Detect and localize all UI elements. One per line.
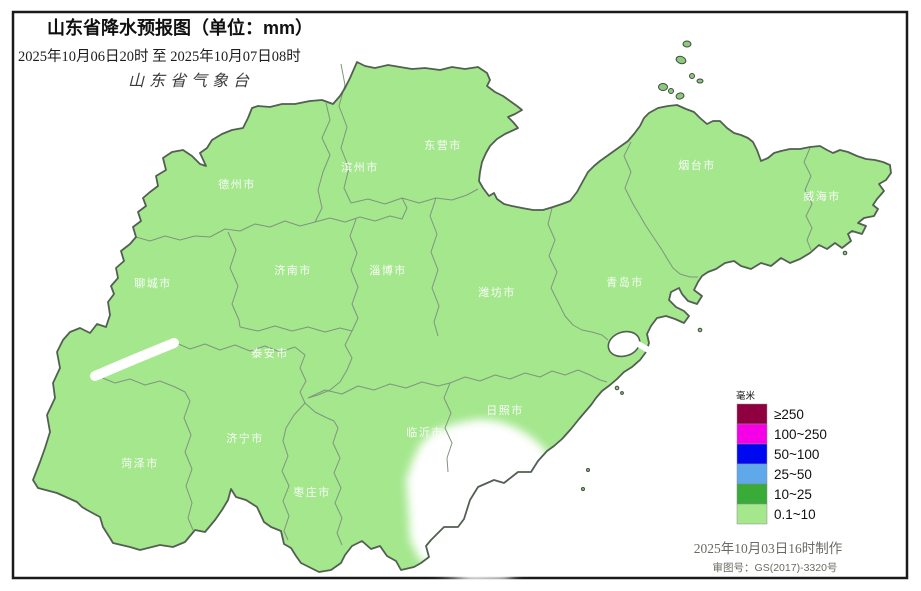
city-label-zaozhuang: 枣庄市 — [293, 485, 331, 499]
city-label-liaocheng: 聊城市 — [134, 276, 172, 290]
no-rain-area — [406, 419, 558, 582]
city-boundaries — [99, 63, 813, 546]
city-label-qingdao: 青岛市 — [606, 275, 644, 289]
legend-swatch-25-50 — [736, 463, 768, 485]
city-label-rizhao: 日照市 — [486, 403, 524, 417]
legend-swatch-100-250 — [736, 423, 768, 445]
jiaozhou-bay-mouth — [635, 341, 655, 355]
legend-label-100-250: 100~250 — [774, 427, 827, 442]
legend-label-50-100: 50~100 — [774, 447, 819, 462]
approval-number: 审图号：GS(2017)-3320号 — [713, 561, 838, 574]
city-labels: 德州市 滨州市 东营市 烟台市 威海市 聊城市 济南市 淄博市 潍坊市 青岛市 … — [121, 138, 841, 499]
city-label-taian: 泰安市 — [251, 346, 289, 360]
legend-swatch-50-100 — [736, 443, 768, 465]
legend-swatch-10-25 — [736, 483, 768, 505]
agency-signature: 山东省气象台 — [128, 71, 254, 90]
legend-label-ge250: ≥250 — [774, 407, 804, 422]
legend-label-01-10: 0.1~10 — [774, 507, 816, 522]
city-label-dezhou: 德州市 — [218, 177, 256, 191]
city-label-jinan: 济南市 — [274, 263, 312, 277]
legend-label-25-50: 25~50 — [774, 467, 812, 482]
city-label-yantai: 烟台市 — [678, 158, 716, 172]
city-label-jining: 济宁市 — [226, 431, 264, 445]
jiaozhou-bay — [607, 330, 641, 358]
map-footer: 2025年10月03日16时制作 审图号：GS(2017)-3320号 — [694, 541, 843, 574]
forecast-period: 2025年10月06日20时 至 2025年10月07日08时 — [18, 48, 301, 65]
city-label-heze: 菏泽市 — [121, 456, 159, 470]
city-label-linyi: 临沂市 — [406, 425, 444, 439]
province-outline — [32, 61, 892, 573]
legend-label-10-25: 10~25 — [774, 487, 812, 502]
legend-unit-label: 毫米 — [736, 390, 756, 402]
shandong-province-shape — [33, 62, 891, 572]
city-label-zibo: 淄博市 — [369, 263, 407, 277]
city-label-binzhou: 滨州市 — [341, 160, 379, 174]
islands — [581, 40, 848, 491]
legend: 毫米 ≥250 100~250 50~100 25~50 10~25 0.1~1… — [736, 390, 827, 525]
map-header: 山东省降水预报图（单位：mm） 2025年10月06日20时 至 2025年10… — [18, 17, 313, 90]
city-label-dongying: 东营市 — [424, 138, 462, 152]
dongping-lake — [90, 338, 179, 381]
legend-swatch-ge250 — [736, 403, 768, 425]
production-time: 2025年10月03日16时制作 — [694, 541, 843, 556]
legend-swatch-01-10 — [736, 503, 768, 525]
city-label-weihai: 威海市 — [803, 189, 841, 203]
city-label-weifang: 潍坊市 — [478, 285, 516, 299]
map-title: 山东省降水预报图（单位：mm） — [47, 17, 313, 38]
